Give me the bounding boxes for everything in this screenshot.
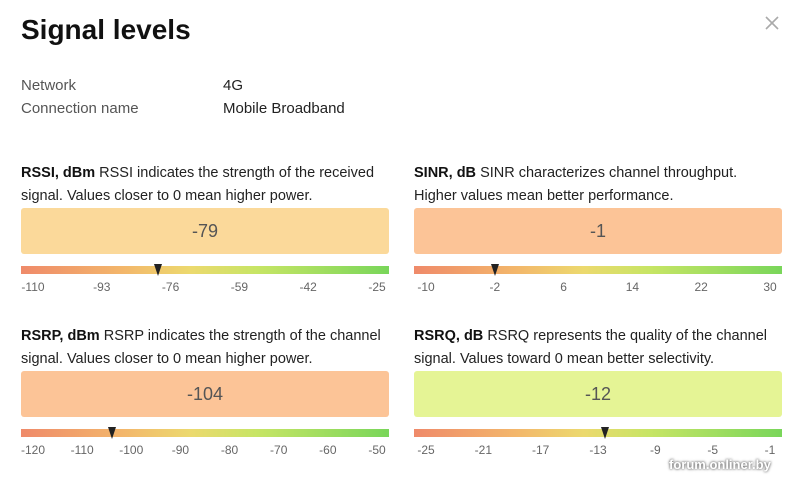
metric-scale: -10 -2 6 14 22 30 — [414, 264, 782, 294]
scale-tick-label: -13 — [589, 443, 607, 457]
scale-tick-label: -2 — [489, 280, 501, 294]
metric-value: -1 — [589, 220, 606, 241]
scale-gradient-bar — [21, 429, 389, 437]
info-label: Connection name — [21, 100, 139, 117]
scale-tick-label: 14 — [625, 280, 640, 294]
metric-scale: -120 -110 -100 -90 -80 -70 -60 -50 — [21, 427, 389, 457]
metric-scale: -25 -21 -17 -13 -9 -5 -1 — [414, 427, 782, 457]
metric-name: SINR, dB — [414, 165, 477, 181]
close-icon[interactable] — [762, 13, 782, 33]
scale-ticks: -25 -21 -17 -13 -9 -5 -1 — [414, 443, 782, 457]
scale-tick-label: -120 — [20, 443, 46, 457]
metric-value-box: -79 — [21, 208, 389, 254]
scale-ticks: -110 -93 -76 -59 -42 -25 — [21, 280, 389, 294]
scale-ticks: -10 -2 6 14 22 30 — [414, 280, 782, 294]
dialog-title: Signal levels — [21, 14, 191, 45]
scale-tick-label: -76 — [161, 280, 180, 294]
scale-gradient-bar — [414, 266, 782, 274]
scale-tick-label: -60 — [319, 443, 337, 457]
scale-tick-label: -5 — [707, 443, 718, 457]
scale-tick-label: -93 — [93, 280, 111, 294]
scale-tick-label: 6 — [560, 280, 567, 294]
info-value: 4G — [223, 77, 244, 94]
scale-tick-label: -25 — [368, 280, 386, 294]
scale-tick-label: -42 — [299, 280, 317, 294]
metric-value-box: -1 — [414, 208, 782, 254]
scale-marker-icon — [490, 264, 499, 276]
scale-tick-label: -110 — [70, 443, 94, 457]
metric-value: -79 — [191, 220, 218, 241]
scale-tick-label: -10 — [417, 280, 435, 294]
scale-tick-label: -50 — [368, 443, 386, 457]
scale-marker-icon — [601, 427, 610, 439]
metric-name: RSRP, dBm — [21, 328, 100, 344]
scale-tick-label: -1 — [764, 443, 776, 457]
watermark: forum.onliner.by — [669, 457, 771, 472]
scale-gradient-bar — [21, 266, 389, 274]
metric-description: RSRP, dBm RSRP indicates the strength of… — [21, 325, 389, 371]
info-label: Network — [21, 77, 77, 94]
scale-tick-label: -90 — [171, 443, 190, 457]
metric-description-text: RSSI indicates the strength of the recei… — [21, 165, 375, 204]
scale-tick-label: -80 — [220, 443, 239, 457]
scale-tick-label: -17 — [531, 443, 550, 457]
metric-name: RSSI, dBm — [21, 165, 96, 181]
scale-marker-icon — [107, 427, 116, 439]
scale-marker-icon — [154, 264, 163, 276]
scale-tick-label: -70 — [270, 443, 288, 457]
metric-description-text: RSRP indicates the strength of the chann… — [21, 328, 381, 367]
info-value: Mobile Broadband — [223, 100, 345, 117]
metric-description-text: SINR characterizes channel throughput. H… — [414, 165, 738, 204]
metric-value: -12 — [584, 383, 611, 404]
scale-tick-label: -21 — [474, 443, 492, 457]
scale-tick-label: -9 — [649, 443, 661, 457]
scale-tick-label: -100 — [119, 443, 144, 457]
metric-description: RSRQ, dB RSRQ represents the quality of … — [414, 325, 782, 371]
metric-card-rsrq: RSRQ, dB RSRQ represents the quality of … — [414, 325, 782, 457]
scale-tick-label: 30 — [763, 280, 777, 294]
scale-tick-label: -59 — [230, 280, 249, 294]
scale-gradient-bar — [414, 429, 782, 437]
metric-card-rssi: RSSI, dBm RSSI indicates the strength of… — [21, 162, 389, 294]
metric-value-box: -12 — [414, 371, 782, 417]
metric-name: RSRQ, dB — [414, 328, 484, 344]
scale-tick-label: -25 — [417, 443, 435, 457]
metric-description: RSSI, dBm RSSI indicates the strength of… — [21, 162, 389, 208]
metric-value-box: -104 — [21, 371, 389, 417]
metric-description-text: RSRQ represents the quality of the chann… — [414, 328, 767, 367]
metric-value: -104 — [186, 383, 224, 404]
scale-tick-label: -110 — [21, 280, 45, 294]
metric-card-sinr: SINR, dB SINR characterizes channel thro… — [414, 162, 782, 294]
metric-description: SINR, dB SINR characterizes channel thro… — [414, 162, 782, 208]
scale-ticks: -120 -110 -100 -90 -80 -70 -60 -50 — [21, 443, 389, 457]
metric-scale: -110 -93 -76 -59 -42 -25 — [21, 264, 389, 294]
metric-card-rsrp: RSRP, dBm RSRP indicates the strength of… — [21, 325, 389, 457]
scale-tick-label: 22 — [694, 280, 708, 294]
